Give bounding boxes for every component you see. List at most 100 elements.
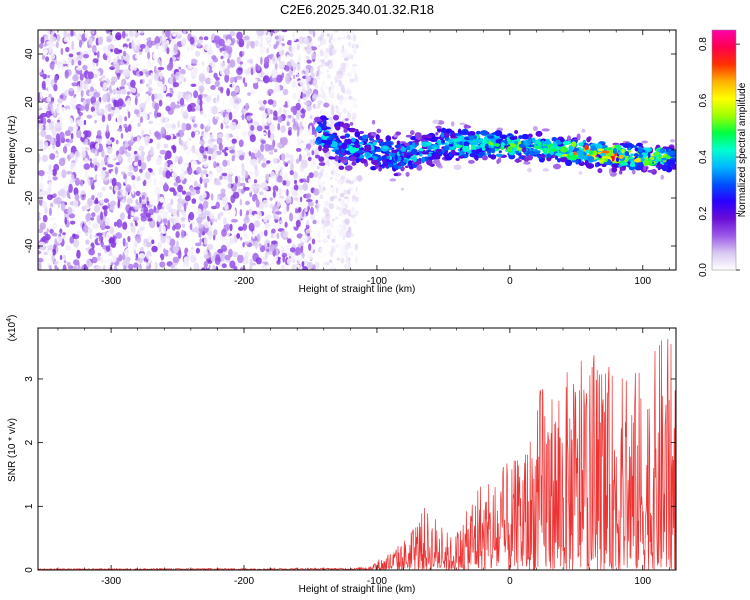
heat-cell [279, 220, 284, 224]
heat-cell [336, 70, 341, 76]
heat-cell [68, 183, 73, 193]
heat-cell [92, 58, 99, 64]
heat-cell [195, 208, 202, 215]
heat-cell [277, 162, 281, 172]
heat-cell [111, 242, 116, 248]
heat-cell [113, 47, 119, 55]
heat-cell [39, 90, 43, 99]
heat-cell [99, 171, 106, 179]
heat-cell [542, 168, 549, 172]
heat-cell [198, 73, 206, 83]
heat-cell [320, 90, 326, 99]
heat-cell [49, 44, 52, 53]
heat-cell [300, 160, 308, 169]
heat-cell [191, 198, 197, 204]
heat-cell [94, 164, 98, 172]
heat-cell [304, 43, 308, 48]
heat-cell [350, 211, 356, 216]
heat-cell [125, 152, 131, 158]
heat-cell [633, 153, 639, 157]
heat-cell [286, 258, 292, 265]
heat-cell [344, 165, 353, 171]
heat-cell [158, 166, 163, 176]
heat-cell [342, 199, 345, 205]
heat-cell [214, 218, 218, 222]
heat-cell [157, 203, 162, 210]
heat-cell [287, 129, 292, 136]
heat-cell [330, 176, 333, 180]
heat-cell [144, 45, 150, 54]
heat-cell [291, 62, 297, 68]
heat-cell [131, 175, 136, 181]
heat-cell [119, 146, 125, 155]
heat-cell [108, 237, 115, 244]
heat-cell [119, 86, 125, 90]
heat-cell [214, 256, 221, 266]
heat-cell [60, 202, 66, 212]
heat-cell [291, 189, 298, 197]
heat-cell [255, 199, 260, 208]
heat-cell [167, 220, 171, 230]
heat-cell [38, 170, 45, 177]
heat-cell [110, 48, 113, 53]
heat-cell [289, 156, 295, 165]
heat-cell [246, 115, 252, 121]
heat-cell [127, 171, 133, 177]
heat-cell [240, 188, 245, 194]
heat-cell [193, 262, 200, 270]
heat-cell [340, 252, 346, 256]
heat-cell [121, 30, 126, 39]
heat-cell [215, 201, 220, 209]
heat-cell [104, 225, 111, 230]
heat-cell [264, 56, 270, 65]
heat-cell [162, 248, 166, 254]
heat-cell [143, 238, 149, 244]
heat-cell [79, 179, 84, 187]
heat-cell [344, 218, 350, 224]
heat-cell [127, 157, 133, 163]
heat-cell [64, 217, 67, 225]
heat-cell [96, 191, 103, 199]
heat-cell [249, 188, 252, 193]
heat-cell [48, 164, 52, 172]
heat-cell [541, 128, 550, 132]
heat-cell [144, 114, 148, 121]
heat-cell [182, 30, 187, 35]
heat-cell [292, 108, 297, 116]
heat-cell [157, 93, 163, 102]
heat-cell [330, 107, 335, 116]
heat-cell [306, 152, 311, 157]
heat-cell [338, 165, 345, 170]
heat-cell [131, 39, 135, 50]
heat-cell [264, 125, 271, 130]
heat-cell [316, 205, 319, 213]
heat-cell [533, 126, 538, 132]
heat-cell [59, 39, 63, 47]
heat-cell [124, 116, 127, 122]
heat-cell [73, 199, 79, 208]
heat-cell [66, 108, 70, 117]
heat-cell [85, 170, 88, 177]
heat-cell [146, 253, 150, 260]
heat-cell [349, 108, 352, 113]
heat-cell [320, 82, 325, 87]
heat-cell [38, 241, 46, 247]
heat-cell [249, 134, 256, 143]
heat-cell [95, 197, 99, 204]
heat-cell [306, 105, 312, 112]
heat-cell [274, 216, 280, 220]
heat-cell [287, 238, 292, 244]
heat-cell [73, 239, 80, 248]
heat-cell [231, 155, 235, 162]
heat-cell [190, 45, 194, 51]
heat-cell [204, 147, 209, 152]
heat-cell [42, 73, 47, 80]
heat-cell [238, 139, 244, 148]
heat-cell [304, 207, 308, 213]
heat-cell [317, 102, 321, 109]
heat-cell [136, 136, 141, 143]
heat-cell [68, 53, 74, 58]
heat-cell [297, 184, 304, 191]
heat-cell [198, 213, 206, 218]
heat-cell [267, 88, 274, 95]
